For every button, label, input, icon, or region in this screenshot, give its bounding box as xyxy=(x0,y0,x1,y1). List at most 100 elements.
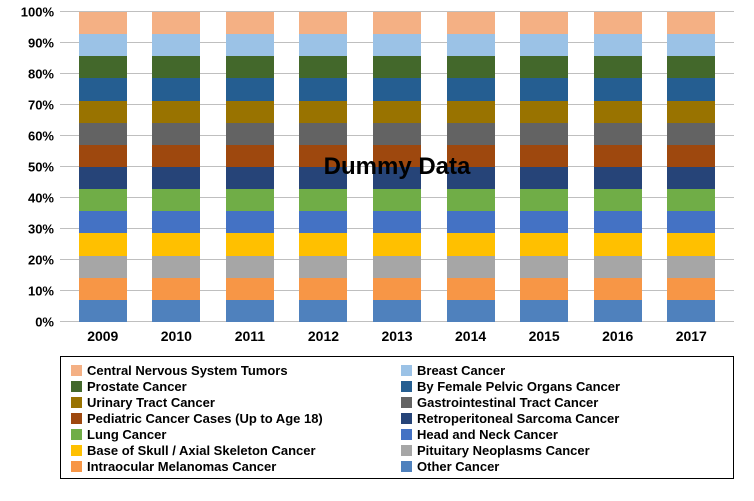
bar-segment xyxy=(226,278,274,300)
bar-segment xyxy=(226,300,274,322)
legend-item: Gastrointestinal Tract Cancer xyxy=(401,395,723,410)
legend-swatch xyxy=(401,461,412,472)
bar-column: 2009 xyxy=(66,12,140,322)
legend-item: Intraocular Melanomas Cancer xyxy=(71,459,393,474)
bar xyxy=(79,12,127,322)
bar-segment xyxy=(447,278,495,300)
bar-segment xyxy=(594,123,642,145)
bar-segment xyxy=(299,34,347,56)
bar-segment xyxy=(299,300,347,322)
bar-segment xyxy=(226,145,274,167)
x-tick-label: 2011 xyxy=(235,328,265,344)
bar-segment xyxy=(152,56,200,78)
bar-column: 2016 xyxy=(581,12,655,322)
bar xyxy=(152,12,200,322)
bar-segment xyxy=(226,56,274,78)
bar-segment xyxy=(152,233,200,255)
legend-swatch xyxy=(401,445,412,456)
legend-swatch xyxy=(71,397,82,408)
x-tick-label: 2013 xyxy=(381,328,412,344)
bar-segment xyxy=(373,256,421,278)
bar-segment xyxy=(520,34,568,56)
legend-swatch xyxy=(71,445,82,456)
bar-segment xyxy=(594,189,642,211)
bar-segment xyxy=(79,189,127,211)
bar-segment xyxy=(226,256,274,278)
bar-segment xyxy=(226,34,274,56)
bar-segment xyxy=(299,278,347,300)
bar-segment xyxy=(299,211,347,233)
bar-segment xyxy=(152,101,200,123)
bar-segment xyxy=(520,12,568,34)
legend-swatch xyxy=(401,365,412,376)
bar-segment xyxy=(299,101,347,123)
legend-label: By Female Pelvic Organs Cancer xyxy=(417,379,620,394)
bar-segment xyxy=(226,211,274,233)
bar-segment xyxy=(79,278,127,300)
bar-segment xyxy=(299,233,347,255)
x-tick-label: 2014 xyxy=(455,328,486,344)
bar-segment xyxy=(594,34,642,56)
bar-segment xyxy=(373,167,421,189)
bar-segment xyxy=(79,145,127,167)
legend-swatch xyxy=(71,365,82,376)
bar-segment xyxy=(667,278,715,300)
bar-segment xyxy=(152,123,200,145)
legend-swatch xyxy=(71,413,82,424)
bar-segment xyxy=(226,189,274,211)
bar-column: 2014 xyxy=(434,12,508,322)
bar-segment xyxy=(79,300,127,322)
legend-label: Urinary Tract Cancer xyxy=(87,395,215,410)
bar-segment xyxy=(447,12,495,34)
legend-item: Central Nervous System Tumors xyxy=(71,363,393,378)
bar-segment xyxy=(447,256,495,278)
bar-segment xyxy=(667,101,715,123)
bar-segment xyxy=(594,101,642,123)
bar-segment xyxy=(79,167,127,189)
bar-segment xyxy=(520,211,568,233)
legend-label: Pediatric Cancer Cases (Up to Age 18) xyxy=(87,411,323,426)
bar-segment xyxy=(226,167,274,189)
bar-segment xyxy=(447,78,495,100)
bar-segment xyxy=(667,256,715,278)
bar-segment xyxy=(79,123,127,145)
x-tick-label: 2012 xyxy=(308,328,339,344)
bar-segment xyxy=(226,12,274,34)
legend-label: Retroperitoneal Sarcoma Cancer xyxy=(417,411,619,426)
x-tick-label: 2015 xyxy=(529,328,560,344)
bar-segment xyxy=(520,78,568,100)
legend-item: Head and Neck Cancer xyxy=(401,427,723,442)
bar-segment xyxy=(594,278,642,300)
bar-segment xyxy=(373,78,421,100)
bar-segment xyxy=(447,300,495,322)
bar-column: 2013 xyxy=(360,12,434,322)
legend-label: Prostate Cancer xyxy=(87,379,187,394)
bar-segment xyxy=(520,278,568,300)
bar-segment xyxy=(667,123,715,145)
bar-segment xyxy=(594,145,642,167)
legend-label: Central Nervous System Tumors xyxy=(87,363,288,378)
bar-segment xyxy=(373,34,421,56)
y-tick-label: 10% xyxy=(28,284,60,299)
y-tick-label: 90% xyxy=(28,36,60,51)
bar-segment xyxy=(79,101,127,123)
bar-column: 2012 xyxy=(287,12,361,322)
bar-segment xyxy=(373,211,421,233)
bar-segment xyxy=(520,123,568,145)
legend-item: Breast Cancer xyxy=(401,363,723,378)
bar xyxy=(594,12,642,322)
bar-segment xyxy=(667,189,715,211)
bar-segment xyxy=(594,211,642,233)
legend-item: By Female Pelvic Organs Cancer xyxy=(401,379,723,394)
bar-segment xyxy=(226,78,274,100)
bar-column: 2015 xyxy=(507,12,581,322)
bar-segment xyxy=(520,145,568,167)
bar-segment xyxy=(594,256,642,278)
x-tick-label: 2016 xyxy=(602,328,633,344)
bar-segment xyxy=(373,12,421,34)
bar-segment xyxy=(447,101,495,123)
legend-item: Lung Cancer xyxy=(71,427,393,442)
bar-segment xyxy=(299,12,347,34)
bar-segment xyxy=(594,233,642,255)
bar-segment xyxy=(79,56,127,78)
